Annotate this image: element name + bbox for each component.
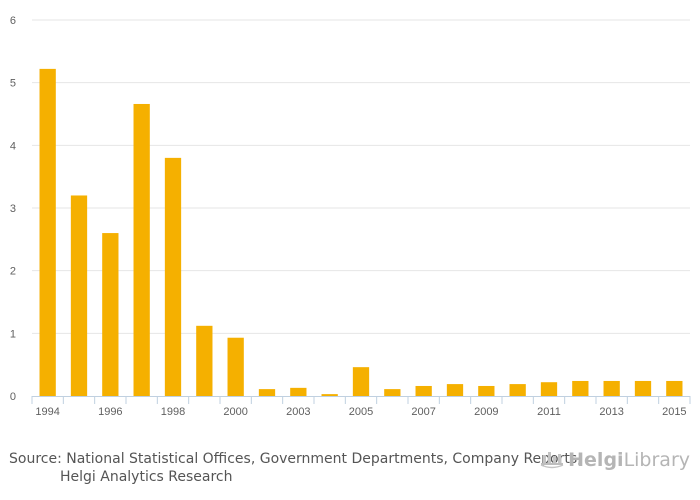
logo-brand-helgi: Helgi <box>568 449 624 471</box>
x-axis: 1994 1996 1998 2000 2003 2005 2007 2009 2011 2013… <box>31 396 691 418</box>
bars <box>39 68 683 396</box>
bar[interactable] <box>540 382 558 396</box>
bar[interactable] <box>509 384 526 396</box>
x-tick-label: 1998 <box>161 406 185 418</box>
y-tick-label: 0 <box>10 391 16 403</box>
x-tick-label: 2015 <box>662 406 686 418</box>
x-tick-label: 2011 <box>537 406 561 418</box>
source-line-2: Helgi Analytics Research <box>60 469 233 485</box>
bar[interactable] <box>415 385 432 396</box>
bar[interactable] <box>603 380 620 396</box>
logo-brand-library: Library <box>623 449 690 471</box>
y-tick-label: 5 <box>10 78 16 90</box>
y-axis-ticks: 0 1 2 3 4 5 6 <box>10 15 16 403</box>
bar[interactable] <box>39 68 56 396</box>
x-tick-label: 2013 <box>599 406 623 418</box>
x-tick-label: 2005 <box>349 406 373 418</box>
bar[interactable] <box>321 394 338 396</box>
bar[interactable] <box>352 367 370 396</box>
y-tick-label: 2 <box>10 266 16 278</box>
bar[interactable] <box>290 387 307 396</box>
bar[interactable] <box>634 380 652 396</box>
gridlines <box>32 19 690 334</box>
x-tick-label: 2009 <box>474 406 498 418</box>
x-tick-label: 1994 <box>35 406 59 418</box>
x-tick-label: 1996 <box>98 406 122 418</box>
bar[interactable] <box>478 385 495 396</box>
bar[interactable] <box>70 195 88 396</box>
bar[interactable] <box>164 157 182 396</box>
logo-text: HelgiLibrary <box>568 449 690 471</box>
x-tick-label: 2003 <box>286 406 310 418</box>
y-tick-label: 1 <box>10 328 16 340</box>
helgi-library-logo[interactable]: HelgiLibrary <box>540 449 690 471</box>
y-tick-label: 4 <box>10 140 16 152</box>
bar[interactable] <box>227 337 244 396</box>
bar[interactable] <box>384 389 401 396</box>
x-tick-label: 2000 <box>223 406 247 418</box>
bar[interactable] <box>102 233 119 396</box>
source-note: Source: National Statistical Offices, Go… <box>9 450 582 486</box>
bar[interactable] <box>446 384 464 396</box>
y-tick-label: 6 <box>10 15 16 27</box>
bar[interactable] <box>133 103 150 396</box>
bar[interactable] <box>258 389 276 396</box>
library-logo-icon <box>540 452 564 469</box>
bar[interactable] <box>666 380 683 396</box>
bar[interactable] <box>196 325 213 396</box>
bar-chart: 1994 1996 1998 2000 2003 2005 2007 2009 2011 2013… <box>10 15 691 418</box>
bar[interactable] <box>572 380 589 396</box>
y-tick-label: 3 <box>10 203 16 215</box>
x-tick-label: 2007 <box>411 406 435 418</box>
source-line-1: Source: National Statistical Offices, Go… <box>9 451 582 467</box>
